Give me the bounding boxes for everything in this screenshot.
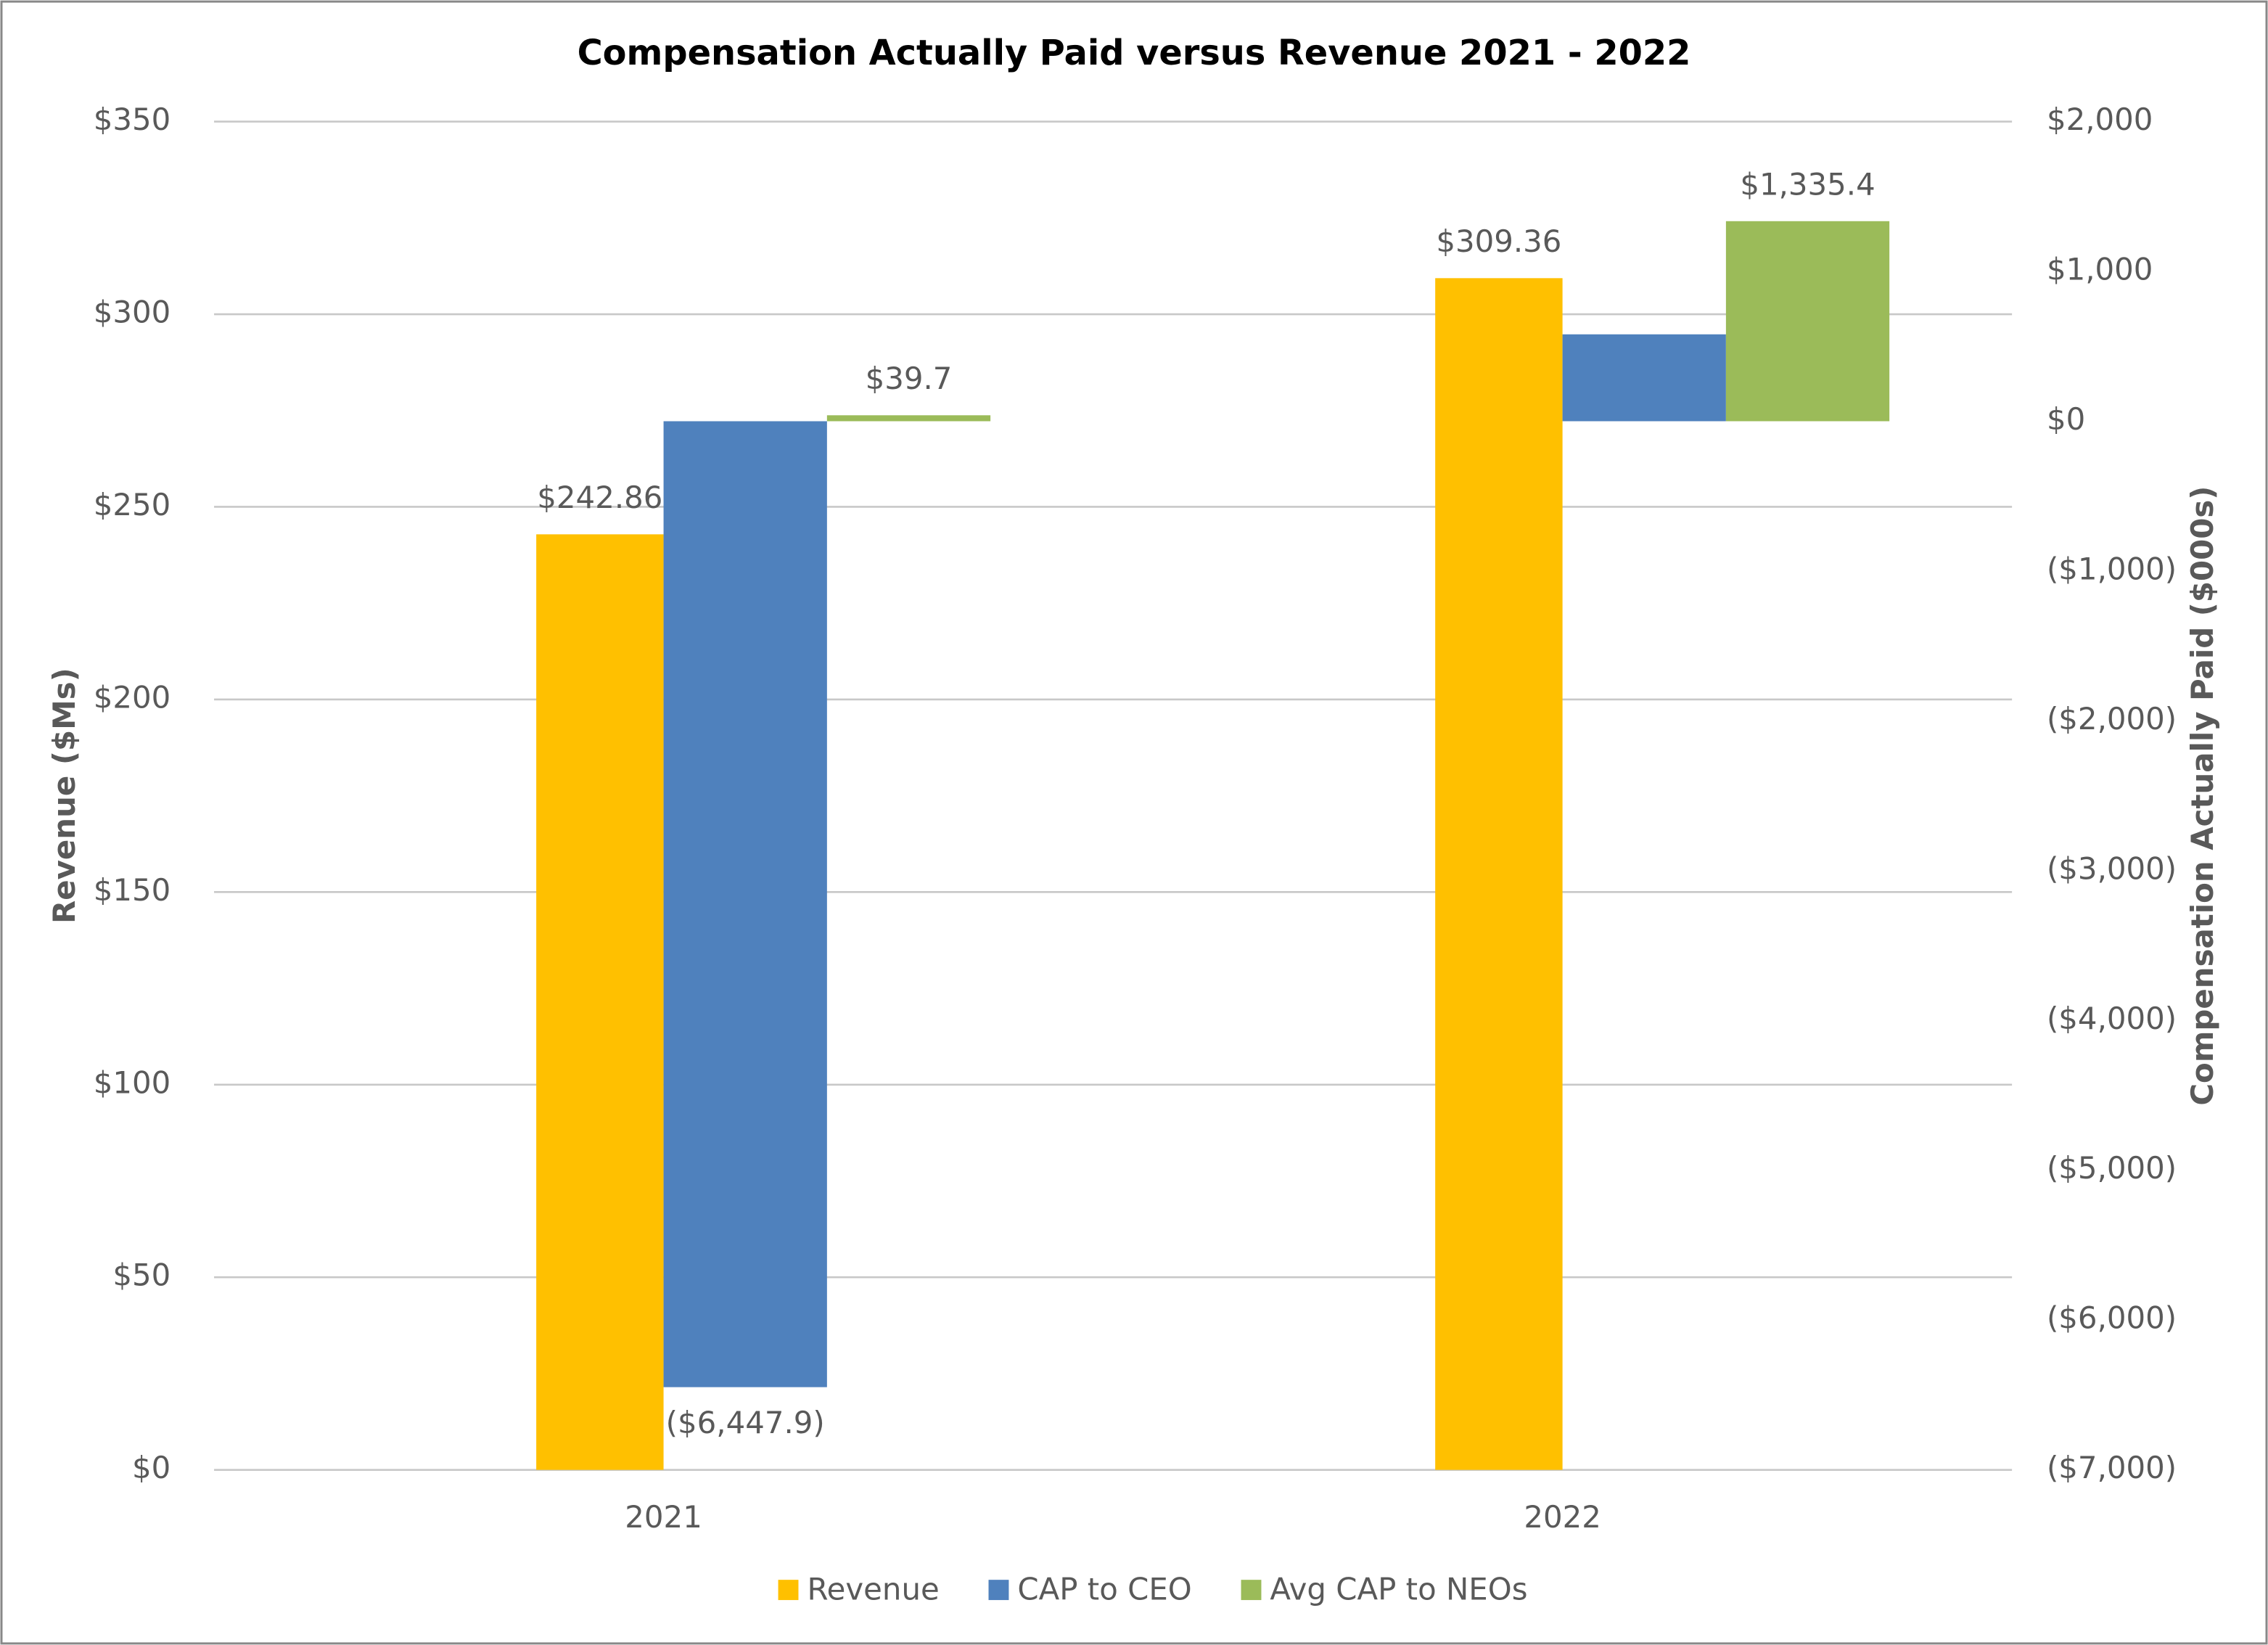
y2-tick-label: ($3,000) [2047,850,2177,886]
data-label: $242.86 [537,480,662,515]
data-label: $39.7 [866,361,953,396]
y2-tick-label: ($7,000) [2047,1450,2177,1485]
bar [1562,334,1726,422]
legend-label: Revenue [807,1572,939,1607]
y-tick-label: $50 [112,1258,170,1293]
x-tick-label: 2022 [1524,1499,1601,1535]
y-tick-label: $100 [94,1064,171,1100]
y2-tick-label: ($6,000) [2047,1300,2177,1336]
legend-swatch [778,1580,799,1601]
x-tick-label: 2021 [625,1499,702,1535]
legend-swatch [1241,1580,1262,1601]
legend-swatch [988,1580,1009,1601]
y-tick-label: $350 [94,102,171,137]
legend-label: Avg CAP to NEOs [1270,1572,1527,1607]
bar [536,534,664,1470]
y2-tick-label: $2,000 [2047,102,2153,137]
bar [1725,221,1890,422]
chart-title: Compensation Actually Paid versus Revenu… [578,33,1691,73]
bar [1435,278,1563,1470]
y2-tick-label: ($2,000) [2047,701,2177,737]
y-tick-label: $300 [94,295,171,330]
y2-tick-label: ($4,000) [2047,1001,2177,1036]
bar [663,421,827,1387]
y2-tick-label: $1,000 [2047,252,2153,287]
y-tick-label: $150 [94,872,171,908]
y2-tick-label: $0 [2047,401,2085,437]
y-tick-label: $200 [94,679,171,715]
y2-tick-label: ($1,000) [2047,551,2177,586]
y2-tick-label: ($5,000) [2047,1150,2177,1186]
bar [826,415,991,422]
data-label: ($6,447.9) [666,1405,825,1440]
y2-axis-title: Compensation Actually Paid ($000s) [2185,486,2220,1106]
y-tick-label: $0 [132,1450,170,1485]
y-axis-title: Revenue ($Ms) [46,668,82,924]
y-tick-label: $250 [94,487,171,522]
data-label: $309.36 [1436,223,1561,259]
data-label: $1,335.4 [1740,166,1875,202]
legend-label: CAP to CEO [1017,1572,1191,1607]
